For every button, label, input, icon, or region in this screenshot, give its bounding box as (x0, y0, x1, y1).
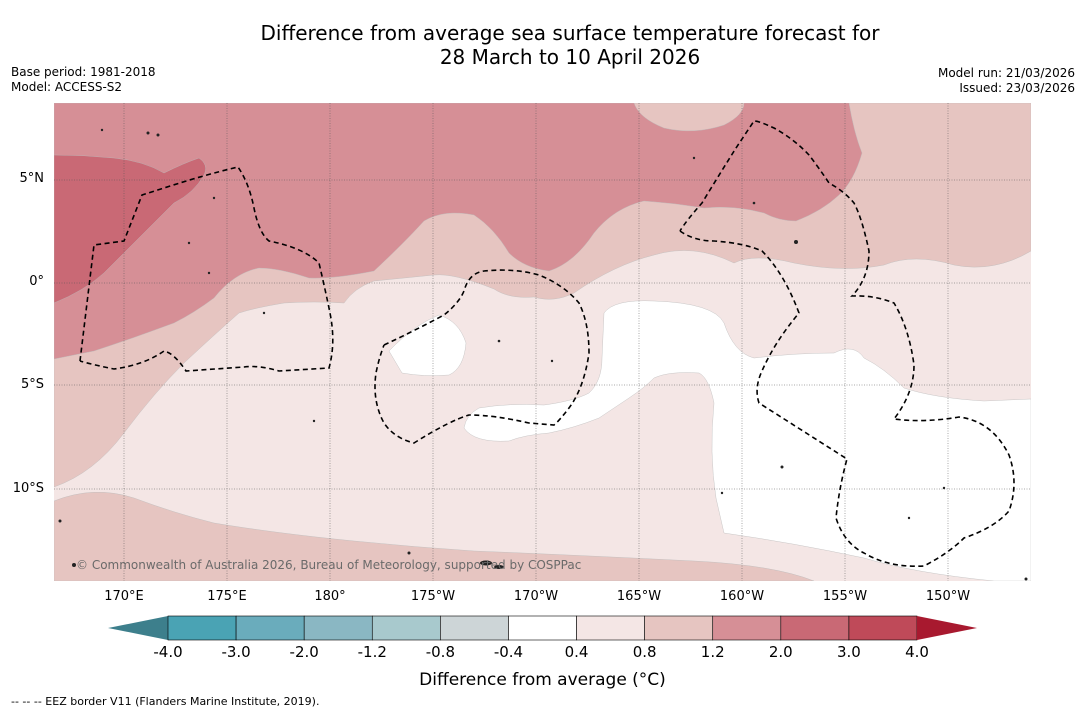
colorbar-bin (848, 615, 918, 641)
lon-label: 175°W (410, 589, 456, 604)
colorbar-tick-label: 4.0 (905, 643, 929, 661)
colorbar-bin (167, 615, 237, 641)
colorbar-bin (712, 615, 782, 641)
copyright-text: © Commonwealth of Australia 2026, Bureau… (76, 558, 582, 572)
colorbar-bin (303, 615, 373, 641)
colorbar-tick-label: 0.4 (564, 643, 589, 661)
eez-legend-footer: -- -- -- EEZ border V11 (Flanders Marine… (11, 695, 320, 708)
colorbar-bin (576, 615, 645, 641)
colorbar-tick-label: -0.4 (493, 643, 524, 661)
lon-label: 170°W (513, 589, 559, 604)
colorbar-tick-label: 3.0 (836, 643, 861, 661)
chart-title: Difference from average sea surface temp… (0, 21, 1085, 69)
lon-label: 155°W (822, 589, 868, 604)
lon-label: 170°E (104, 589, 144, 604)
colorbar-tick-label: -4.0 (153, 643, 183, 661)
colorbar-arrow-max (917, 616, 977, 640)
model-name: Model: ACCESS-S2 (11, 80, 123, 94)
lat-label: 5°S (20, 377, 44, 392)
anomaly-band-1-2-to-2-0 (54, 103, 863, 360)
colorbar (108, 615, 977, 641)
colorbar-tick-label: -1.2 (357, 643, 387, 661)
colorbar-bins (167, 615, 918, 641)
model-run: Model run: 21/03/2026 (937, 66, 1075, 80)
lon-label: 160°W (719, 589, 765, 604)
colorbar-bin (644, 615, 714, 641)
colorbar-tick-label: -2.0 (289, 643, 319, 661)
issued-date: Issued: 23/03/2026 (959, 81, 1075, 95)
meta-right: Model run: 21/03/2026 Issued: 23/03/2026 (938, 66, 1075, 96)
colorbar-tick-label: -0.8 (425, 643, 455, 661)
meta-left: Base period: 1981-2018 Model: ACCESS-S2 (11, 65, 156, 95)
colorbar-tick-label: 0.8 (632, 643, 657, 661)
anomaly-band-neutral-west (388, 314, 467, 376)
sst-anomaly-map (54, 103, 1031, 581)
eez-borders (79, 120, 1015, 568)
colorbar-tick-label: -3.0 (221, 643, 251, 661)
islands (58, 128, 1028, 581)
lon-label: 175°E (207, 589, 247, 604)
colorbar-tick-label: 2.0 (768, 643, 793, 661)
colorbar-bin (235, 615, 305, 641)
base-period: Base period: 1981-2018 (11, 65, 156, 79)
title-line-2: 28 March to 10 April 2026 (439, 45, 701, 69)
colorbar-bin (780, 615, 850, 641)
lon-label: 150°W (925, 589, 971, 604)
anomaly-band-neutral (463, 300, 1031, 581)
lat-label: 5°N (19, 171, 45, 186)
colorbar-label: Difference from average (°C) (419, 670, 666, 690)
lat-label: 10°S (12, 481, 44, 496)
colorbar-tick-label: 1.2 (700, 643, 725, 661)
colorbar-arrow-min (108, 616, 168, 640)
colorbar-bin (440, 615, 509, 641)
title-line-1: Difference from average sea surface temp… (260, 21, 880, 45)
lat-label: 0° (29, 274, 44, 289)
colorbar-bin (371, 615, 441, 641)
colorbar-bin (508, 615, 577, 641)
lon-label: 165°W (616, 589, 662, 604)
lon-label: 180° (314, 589, 346, 604)
anomaly-band-0-8-to-1-2-south (54, 492, 815, 581)
graticule (54, 103, 1031, 581)
